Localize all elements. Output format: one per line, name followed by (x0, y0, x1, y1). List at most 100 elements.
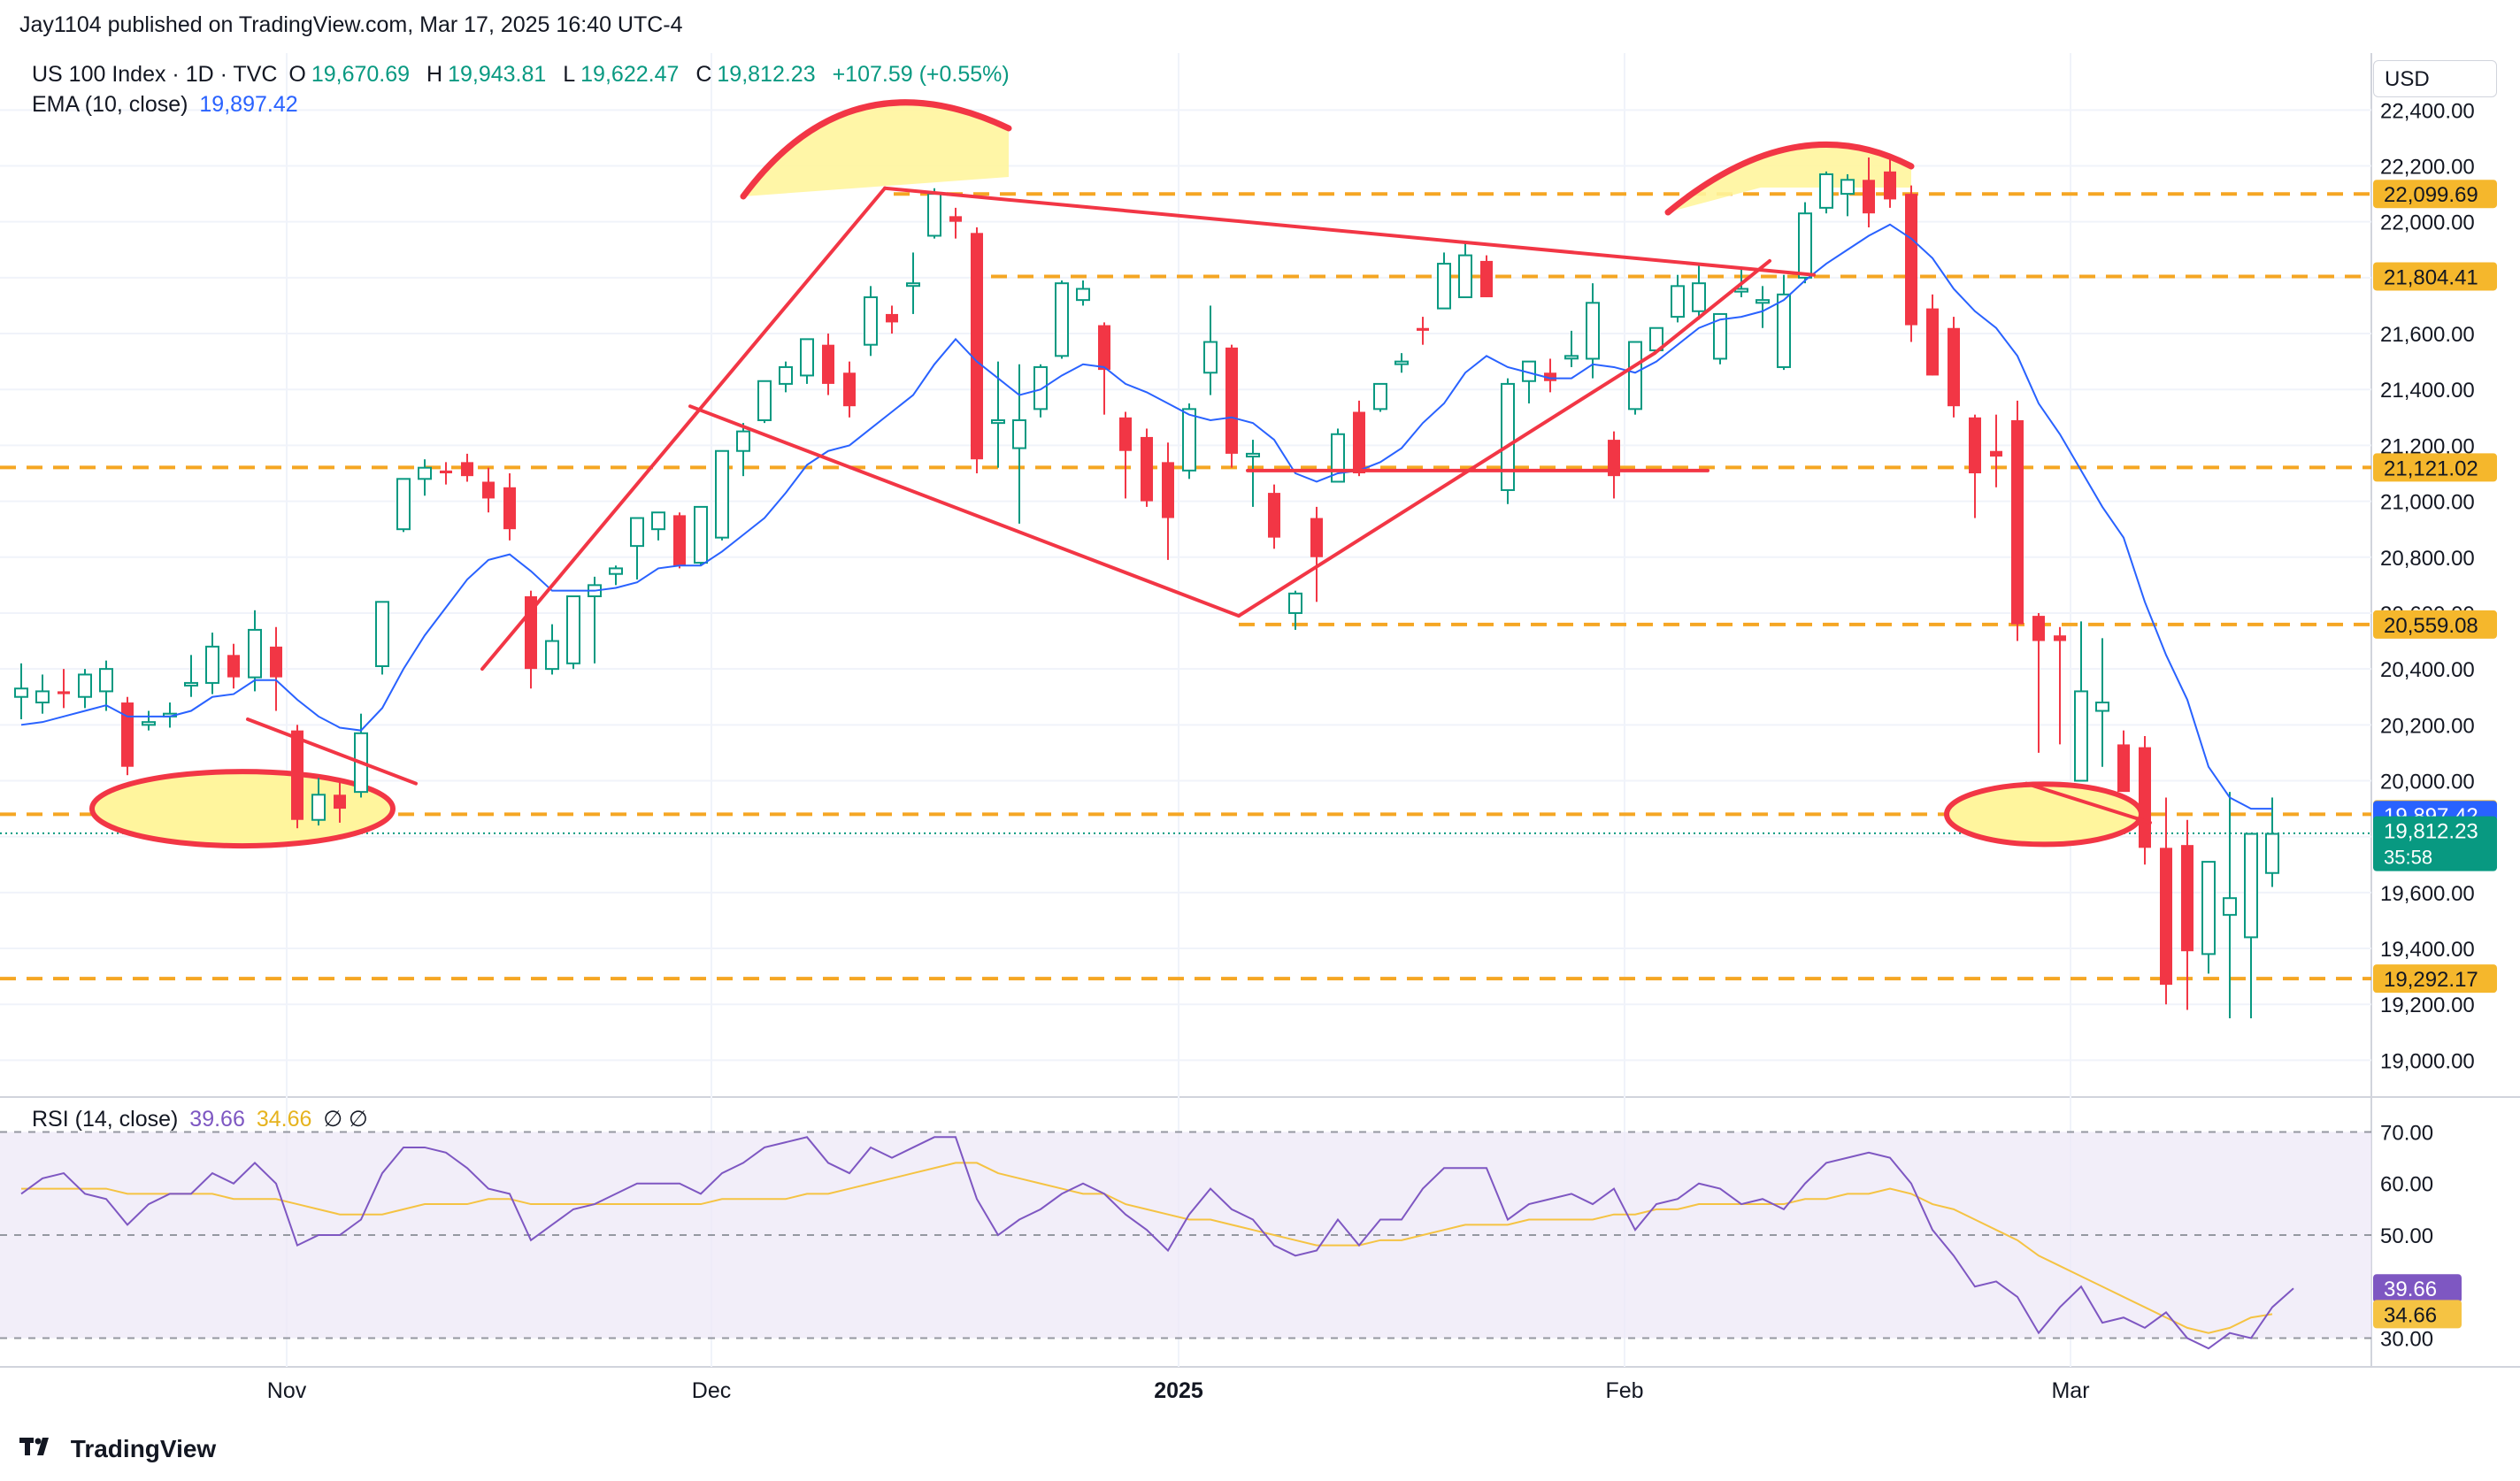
candle-body-up (630, 517, 644, 548)
rsi-ma-line (21, 1162, 2273, 1334)
candle-body-down (2011, 419, 2024, 625)
highlight-ellipse-mar (1944, 781, 2144, 848)
candle-body-up (1033, 365, 1048, 411)
candle-body-up (2201, 861, 2216, 955)
trend-line (688, 404, 1241, 618)
candle-body-down (334, 794, 346, 810)
trend-line (480, 186, 887, 671)
level-price-tag-bg (2373, 180, 2497, 209)
ema-legend[interactable]: EMA (10, close) 19,897.42 (32, 92, 303, 118)
candle-body-up (2265, 833, 2279, 874)
rsi-legend[interactable]: RSI (14, close) 39.66 34.66 ∅ ∅ (32, 1106, 373, 1132)
price-tags: 22,099.69 21,804.41 21,121.02 20,559.08 19,8… (2373, 180, 2497, 1329)
candle-body-up (1246, 452, 1260, 458)
candle-body-down (1162, 462, 1174, 518)
candle-body-down (2032, 616, 2045, 641)
candle-body-up (78, 673, 92, 698)
candle-body-down (2160, 848, 2172, 986)
tradingview-logo-icon (19, 1438, 49, 1455)
candle-body-up (779, 365, 793, 385)
candle-body-up (142, 721, 156, 726)
candles (14, 157, 2279, 1019)
candle-body-up (418, 466, 432, 480)
candle-body-down (1098, 325, 1110, 371)
high-value: 19,943.81 (448, 62, 547, 87)
candle-body-down (1884, 171, 1896, 200)
rsi-ma-value: 34.66 (256, 1107, 312, 1132)
candle-body-down (1969, 417, 1981, 473)
candle-body-up (1564, 355, 1579, 360)
trend-line (246, 717, 418, 786)
price-axis-tick: 19,000.00 (2380, 1049, 2475, 1073)
candle-body-up (1012, 418, 1026, 449)
candle-body-up (927, 193, 941, 237)
candle-body-up (566, 595, 580, 664)
rsi-label: RSI (14, close) (32, 1107, 179, 1132)
candle-body-up (1458, 254, 1472, 298)
candle-body-up (715, 449, 729, 539)
highlight-ellipse-oct (89, 769, 396, 849)
candle-body-up (651, 511, 665, 531)
price-axis-tick: 20,800.00 (2380, 547, 2475, 571)
candle-body-down (971, 233, 983, 460)
time-axis-tick: Mar (2051, 1378, 2089, 1403)
candle-body-up (1586, 302, 1600, 360)
trend-line (1237, 351, 1656, 618)
rsi-lines (20, 1136, 2294, 1350)
candle-body-down (270, 646, 282, 678)
candle-body-up (1840, 179, 1855, 196)
price-axis-tick: 21,000.00 (2380, 491, 2475, 515)
footer-brand-label: TradingView (70, 1435, 217, 1462)
candle-body-up (1692, 282, 1706, 312)
last-price-tag: 19,812.23 (2384, 820, 2478, 844)
candle-body-up (991, 418, 1005, 425)
candle-body-down (2139, 747, 2151, 848)
candle-body-down (1417, 327, 1429, 331)
price-axis-tick: 20,200.00 (2380, 714, 2475, 738)
candle-body-down (1990, 450, 2002, 457)
candle-body-up (800, 338, 814, 377)
level-price-tag-bg (2373, 964, 2497, 994)
rsi-axis-tick: 50.00 (2380, 1224, 2433, 1248)
candle-body-up (184, 681, 198, 687)
candle-body-up (1798, 212, 1812, 279)
candle-body-down (2181, 845, 2193, 952)
candle-body-up (1777, 293, 1791, 368)
candle-body-up (1373, 382, 1387, 411)
candle-body-up (545, 640, 559, 671)
candle-body-up (1055, 282, 1069, 357)
ema-10-line (20, 223, 2272, 810)
highlight-arc-feb (1668, 144, 1911, 212)
ohlc-legend: US 100 Index · 1D · TVC O 19,670.69 H 19,9… (32, 62, 1015, 88)
price-axis-tick: 19,600.00 (2380, 882, 2475, 906)
ema-line (20, 223, 2272, 810)
currency-button[interactable]: USD (2373, 60, 2497, 97)
rsi-tag: 39.66 (2384, 1278, 2437, 1301)
level-price-tag: 20,559.08 (2384, 614, 2478, 638)
candle-body-down (1948, 327, 1960, 407)
price-axis-tick: 20,400.00 (2380, 658, 2475, 682)
trend-line (883, 186, 1816, 277)
ema-value: 19,897.42 (199, 92, 298, 117)
ema-label: EMA (10, close) (32, 92, 188, 117)
open-label: O (288, 62, 306, 87)
candle-body-down (2117, 744, 2130, 793)
rsi-line (20, 1136, 2294, 1350)
candle-body-up (2223, 897, 2237, 917)
candle-body-down (673, 515, 686, 566)
highlight-arc-dec (743, 102, 1009, 196)
candle-body-down (461, 462, 473, 477)
symbol-label[interactable]: US 100 Index · 1D · TVC (32, 62, 278, 87)
price-axis-tick: 19,400.00 (2380, 938, 2475, 962)
trend-annotations (246, 186, 2152, 825)
level-price-tag-bg (2373, 610, 2497, 639)
footer-brand[interactable]: TradingView (19, 1435, 216, 1463)
candle-body-down (949, 216, 962, 222)
time-axis-tick: Nov (267, 1378, 307, 1403)
open-value: 19,670.69 (311, 62, 411, 87)
time-axis-tick: 2025 (1154, 1378, 1203, 1403)
candle-body-up (1501, 382, 1515, 491)
candle-body-up (311, 794, 326, 821)
time-axis-tick: Feb (1605, 1378, 1643, 1403)
